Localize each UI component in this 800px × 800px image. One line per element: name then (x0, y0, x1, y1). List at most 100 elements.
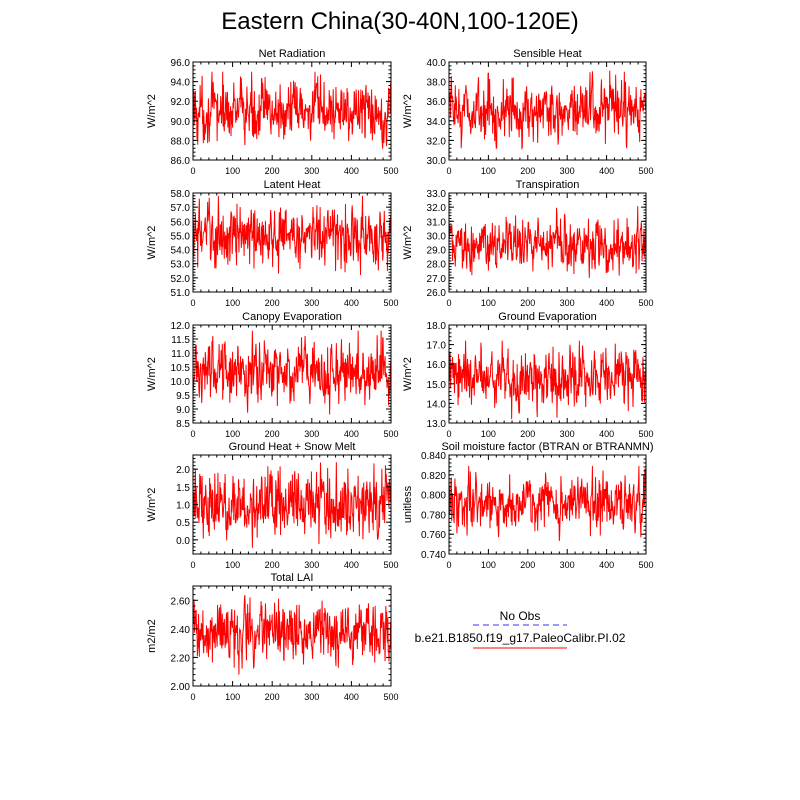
panel-6: 0 100 200 300 400 500 13.0 14.0 15.0 16.0 17.0 18.0… (402, 311, 654, 439)
series-line (192, 595, 392, 675)
y-tick-label: 54.0 (171, 246, 191, 257)
y-tick-label: 88.0 (171, 136, 191, 147)
x-tick-label: 100 (225, 429, 240, 439)
x-tick-label: 100 (225, 166, 240, 176)
y-tick-label: 27.0 (427, 274, 447, 285)
panel-title: Canopy Evaporation (242, 311, 342, 323)
y-axis-label: W/m^2 (146, 488, 158, 522)
y-tick-label: 2.40 (171, 625, 191, 636)
x-tick-label: 500 (638, 429, 653, 439)
y-tick-label: 14.0 (427, 399, 447, 410)
x-tick-label: 100 (225, 560, 240, 570)
series-line (192, 462, 392, 548)
x-tick-label: 500 (383, 560, 398, 570)
x-tick-label: 400 (344, 298, 359, 308)
y-tick-label: 58.0 (171, 189, 191, 200)
x-tick-label: 200 (265, 166, 280, 176)
x-tick-label: 500 (383, 692, 398, 702)
plot-frame (192, 61, 392, 161)
x-tick-label: 0 (446, 429, 451, 439)
panel-title: Ground Evaporation (498, 311, 596, 323)
y-tick-label: 16.0 (427, 360, 447, 371)
y-tick-label: 12.0 (171, 321, 191, 332)
panel-7: 0 100 200 300 400 500 0.0 0.5 1.0 1.5 2.0 Ground He… (146, 441, 399, 570)
y-axis-label: unitless (402, 485, 414, 523)
y-tick-label: 38.0 (427, 78, 447, 89)
y-tick-label: 32.0 (427, 203, 447, 214)
y-tick-label: 8.5 (176, 419, 190, 430)
y-tick-label: 11.5 (171, 335, 190, 346)
y-tick-label: 96.0 (171, 58, 191, 69)
y-tick-label: 10.5 (171, 363, 191, 374)
panel-5: 0 100 200 300 400 500 8.5 9.0 9.5 10.0 10.5 11.0 11.… (146, 311, 399, 439)
y-tick-label: 11.0 (171, 349, 190, 360)
y-tick-label: 26.0 (427, 288, 447, 299)
x-tick-label: 300 (304, 692, 319, 702)
plot-frame (192, 585, 392, 687)
x-tick-label: 300 (560, 429, 575, 439)
x-tick-label: 500 (383, 166, 398, 176)
x-tick-label: 400 (344, 166, 359, 176)
x-tick-label: 500 (638, 166, 653, 176)
plot-frame (448, 324, 647, 424)
y-tick-label: 10.0 (171, 377, 191, 388)
y-tick-label: 17.0 (427, 341, 447, 352)
x-tick-label: 100 (481, 166, 496, 176)
x-tick-label: 500 (383, 429, 398, 439)
x-tick-label: 400 (599, 560, 614, 570)
series-line (192, 330, 392, 415)
x-tick-label: 500 (638, 560, 653, 570)
y-tick-label: 15.0 (427, 380, 447, 391)
y-tick-label: 32.0 (427, 136, 447, 147)
panel-title: Soil moisture factor (BTRAN or BTRANMN) (441, 441, 653, 453)
x-tick-label: 200 (520, 298, 535, 308)
x-tick-label: 500 (383, 298, 398, 308)
panel-title: Sensible Heat (513, 48, 582, 60)
y-tick-label: 40.0 (427, 58, 447, 69)
panel-title: Latent Heat (264, 179, 321, 191)
x-tick-label: 200 (520, 429, 535, 439)
x-tick-label: 400 (344, 429, 359, 439)
x-tick-label: 0 (446, 166, 451, 176)
plot-frame (448, 454, 647, 555)
plot-frame (448, 192, 647, 293)
x-tick-label: 400 (599, 429, 614, 439)
x-tick-label: 0 (190, 298, 195, 308)
y-axis-label: W/m^2 (402, 226, 414, 260)
y-axis-label: W/m^2 (146, 357, 158, 391)
y-axis-label: W/m^2 (402, 94, 414, 128)
y-tick-label: 9.5 (176, 391, 190, 402)
y-tick-label: 56.0 (171, 217, 191, 228)
plot-frame (448, 61, 647, 161)
figure-title: Eastern China(30-40N,100-120E) (221, 8, 579, 35)
legend-obs-label: No Obs (499, 609, 541, 623)
series-line (448, 70, 647, 150)
y-tick-label: 94.0 (171, 78, 191, 89)
x-tick-label: 100 (225, 298, 240, 308)
y-tick-label: 0.840 (421, 451, 446, 462)
series-line (192, 195, 392, 275)
x-tick-label: 300 (304, 560, 319, 570)
x-tick-label: 400 (344, 560, 359, 570)
x-tick-label: 200 (265, 429, 280, 439)
y-tick-label: 30.0 (427, 156, 447, 167)
x-tick-label: 300 (304, 298, 319, 308)
y-tick-label: 2.60 (171, 596, 191, 607)
y-tick-label: 0.800 (421, 491, 446, 502)
x-tick-label: 100 (225, 692, 240, 702)
y-tick-label: 9.0 (176, 405, 190, 416)
legend-case-label: b.e21.B1850.f19_g17.PaleoCalibr.PI.02 (414, 631, 626, 645)
x-tick-label: 300 (560, 560, 575, 570)
y-tick-label: 28.0 (427, 260, 447, 271)
panel-3: 0 100 200 300 400 500 51.0 52.0 53.0 54.0 55.0 56.0… (146, 179, 399, 308)
x-tick-label: 0 (190, 560, 195, 570)
plot-frame (192, 324, 392, 424)
y-tick-label: 29.0 (427, 246, 447, 257)
x-tick-label: 0 (190, 429, 195, 439)
panel-8: 0 100 200 300 400 500 0.740 0.760 0.780 0.800 0.82… (402, 441, 654, 570)
y-tick-label: 30.0 (427, 231, 447, 242)
y-tick-label: 0.5 (176, 518, 190, 529)
y-tick-label: 0.740 (421, 550, 446, 561)
y-tick-label: 31.0 (427, 217, 447, 228)
